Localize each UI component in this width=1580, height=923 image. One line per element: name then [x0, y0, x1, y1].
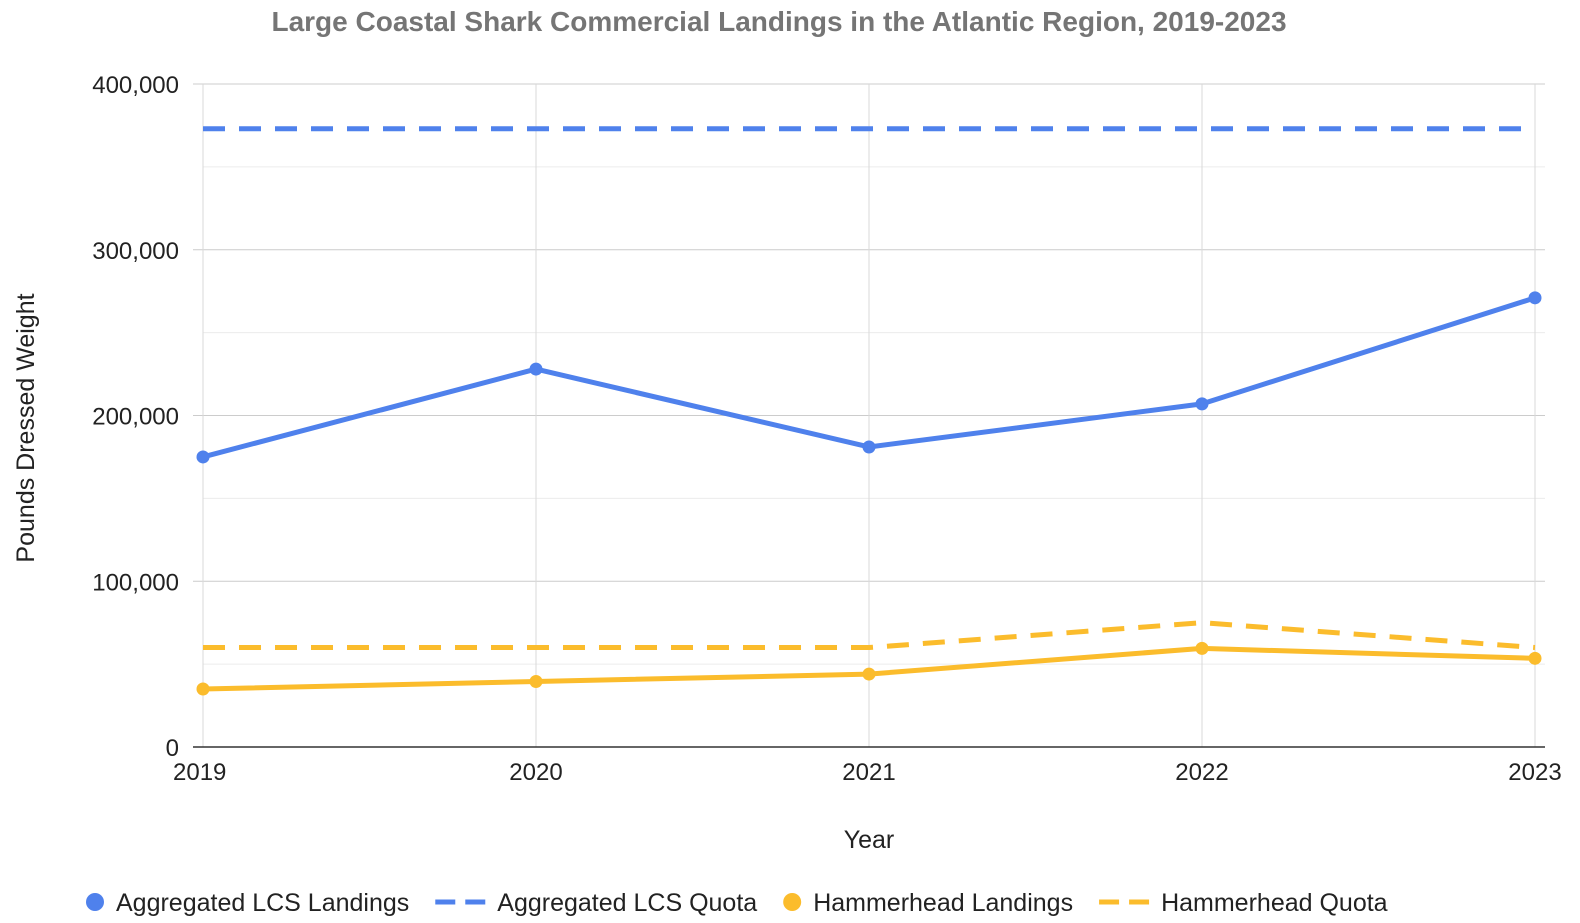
tick-labels: 0 100,000 200,000 300,000 400,000 2019 2020 202…: [92, 72, 1561, 786]
data-point: [1528, 651, 1542, 665]
x-tick-label: 2021: [842, 759, 895, 786]
data-point: [529, 675, 543, 689]
x-tick-label: 2022: [1175, 759, 1228, 786]
legend-item-2: Aggregated LCS Quota: [435, 889, 757, 917]
y-axis-label: Pounds Dressed Weight: [12, 293, 40, 562]
legend-label: Aggregated LCS Landings: [116, 889, 409, 917]
data-point: [1195, 641, 1209, 655]
legend: Aggregated LCS Landings Aggregated LCS Qu…: [86, 889, 1388, 917]
y-tick-label: 300,000: [92, 238, 179, 265]
series-layer: [196, 126, 1542, 696]
legend-swatch: [783, 893, 802, 911]
y-tick-label: 400,000: [92, 72, 179, 99]
legend-label: Aggregated LCS Quota: [497, 889, 757, 917]
series-line-4: [203, 620, 1536, 651]
data-point: [862, 667, 876, 681]
legend-label: Hammerhead Landings: [813, 889, 1073, 917]
data-point: [529, 362, 543, 376]
y-tick-label: 200,000: [92, 404, 179, 431]
legend-item-4: Hammerhead Quota: [1099, 889, 1388, 917]
data-point: [1195, 397, 1209, 411]
chart-title: Large Coastal Shark Commercial Landings …: [271, 6, 1286, 37]
data-point: [196, 450, 210, 464]
x-tick-label: 2023: [1508, 759, 1561, 786]
legend-item-3: Hammerhead Landings: [783, 889, 1073, 917]
legend-label: Hammerhead Quota: [1161, 889, 1388, 917]
x-axis-label: Year: [844, 826, 895, 854]
gridlines: [193, 83, 1545, 747]
x-tick-label: 2019: [173, 759, 226, 786]
data-point: [1528, 291, 1542, 305]
data-point: [862, 440, 876, 454]
legend-item-1: Aggregated LCS Landings: [86, 889, 409, 917]
y-tick-label: 0: [166, 735, 179, 762]
data-point: [196, 682, 210, 696]
x-tick-label: 2020: [509, 759, 562, 786]
y-tick-label: 100,000: [92, 569, 179, 596]
legend-swatch: [86, 893, 104, 911]
